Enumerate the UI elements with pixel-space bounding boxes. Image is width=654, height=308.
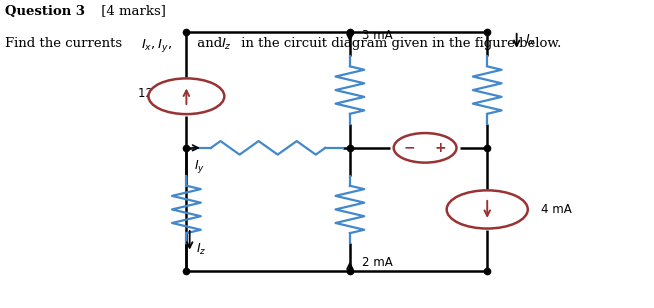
Text: Question 3: Question 3 xyxy=(5,5,85,18)
Circle shape xyxy=(394,133,456,163)
Circle shape xyxy=(148,78,224,114)
Text: in the circuit diagram given in the figure below.: in the circuit diagram given in the figu… xyxy=(237,37,561,50)
Text: $I_z$: $I_z$ xyxy=(196,242,207,257)
Text: −: − xyxy=(404,141,415,155)
Circle shape xyxy=(447,190,528,229)
Text: 4 mA: 4 mA xyxy=(541,203,572,216)
Text: and: and xyxy=(193,37,226,50)
Text: $I_z$: $I_z$ xyxy=(221,37,232,52)
Text: $I_y$: $I_y$ xyxy=(194,158,205,175)
Text: 3 mA: 3 mA xyxy=(362,29,392,42)
Text: Find the currents: Find the currents xyxy=(5,37,125,50)
Text: [4 marks]: [4 marks] xyxy=(97,5,165,18)
Text: $I_x$: $I_x$ xyxy=(525,32,536,48)
Text: 12 mA: 12 mA xyxy=(139,87,177,100)
Text: +: + xyxy=(435,141,447,155)
Text: $I_x, I_y,$: $I_x, I_y,$ xyxy=(141,37,172,54)
Text: 2 mA: 2 mA xyxy=(362,257,392,270)
